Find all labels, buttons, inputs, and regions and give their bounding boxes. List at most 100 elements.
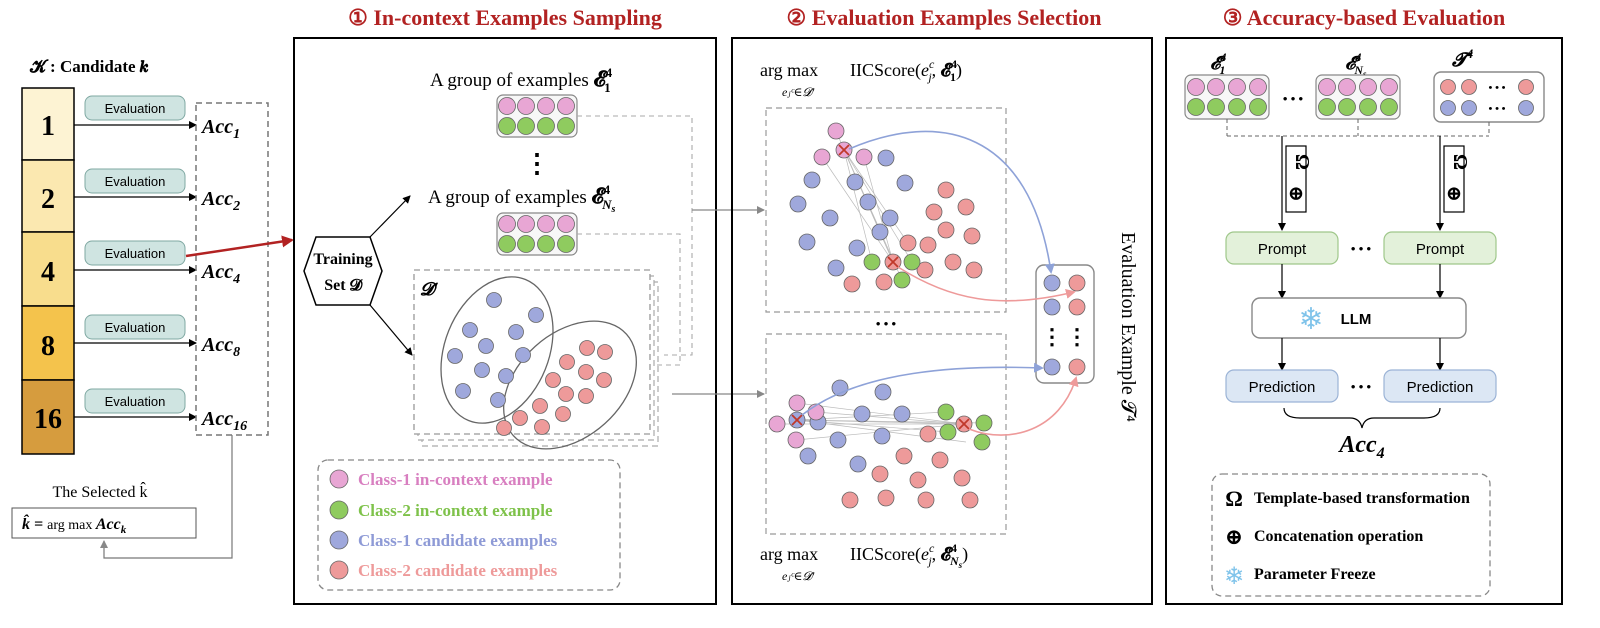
evaluation-example-label: Evaluation Example 𝓣⁴ xyxy=(1117,232,1139,422)
selected-k-caption: The Selected k̂ xyxy=(52,481,147,501)
p3-group-1 xyxy=(1184,74,1270,120)
scatter-bottom-red xyxy=(841,425,979,509)
selected-k-arrow xyxy=(185,235,294,258)
k-value-2: 2 xyxy=(41,184,55,215)
evaluation-pill-1: Evaluation xyxy=(84,95,186,121)
panel1-title: ① In-context Examples Sampling xyxy=(348,5,662,30)
oplus-icon: ⊕ xyxy=(1446,183,1463,205)
prediction-brace xyxy=(1283,407,1441,429)
candidate-k-section: 𝓚 : Candidate 𝒌 1 2 4 8 16 Evaluation Ev… xyxy=(11,57,294,559)
legend-green-dot xyxy=(329,500,349,520)
oplus-icon: ⊕ xyxy=(1288,183,1305,205)
group-vdots: ⋮ xyxy=(524,149,550,178)
legend-class2-candidate: Class-2 candidate examples xyxy=(358,561,558,580)
selected-k-formula: k̂ = arg max Acck xyxy=(22,514,127,536)
select-arrow-red-top xyxy=(897,266,1076,302)
llm-box xyxy=(1251,297,1467,339)
evaluation-pill-label: Evaluation xyxy=(105,320,166,335)
eval-vdots-right: ⋮ xyxy=(1066,324,1088,349)
scatter-top-blue xyxy=(789,149,914,277)
class1-candidates xyxy=(447,292,544,408)
omega-icon: Ω xyxy=(1449,154,1471,170)
llm-label: LLM xyxy=(1341,311,1372,328)
legend-class1-candidate: Class-1 candidate examples xyxy=(358,531,558,550)
acc-16: Acc16 xyxy=(200,408,247,434)
training-set-label-1: Training xyxy=(313,251,372,268)
acc4-result: Acc4 xyxy=(1337,432,1384,462)
prompt-label-left: Prompt xyxy=(1258,241,1307,258)
omega-icon: Ω xyxy=(1291,154,1313,170)
p3-hdots-groups: • • • xyxy=(1283,91,1304,106)
k-cell-16 xyxy=(21,379,75,455)
panel-accuracy-evaluation: ③ Accuracy-based Evaluation 𝓔4 1 𝓔4 Ns 𝓣4 … xyxy=(1165,5,1563,605)
prediction-box-left xyxy=(1225,369,1339,403)
legend-red-dot xyxy=(329,560,349,580)
training-set-hexagon xyxy=(303,236,383,306)
legend-snowflake-text: Parameter Freeze xyxy=(1254,566,1376,583)
p3-t4-dots-bottom: • • • xyxy=(1488,103,1505,115)
argmax-top-sub: eⱼᶜ∈𝓓′ xyxy=(782,85,815,99)
legend-oplus-icon: ⊕ xyxy=(1225,524,1243,549)
evaluation-pill-8: Evaluation xyxy=(84,314,186,340)
iicscore-top: IICScore(ec j, 𝓔4 1) xyxy=(850,57,962,84)
acc-8: Acc8 xyxy=(200,334,240,360)
t4-label: 𝓣4 xyxy=(1451,46,1474,71)
p3-t4-group xyxy=(1433,71,1545,123)
evaluation-pill-2: Evaluation xyxy=(84,168,186,194)
panel2-title: ② Evaluation Examples Selection xyxy=(787,5,1102,30)
legend-class2-incontext: Class-2 in-context example xyxy=(358,501,553,520)
eval-red-1 xyxy=(1068,274,1086,292)
arrow-training-to-dprime xyxy=(369,304,413,356)
prediction-label-left: Prediction xyxy=(1249,379,1316,396)
prompt-label-right: Prompt xyxy=(1416,241,1465,258)
select-arrow-blue-top xyxy=(848,130,1055,274)
scatter-hdots: • • • xyxy=(876,316,897,331)
class2-cluster xyxy=(503,320,637,450)
iicscore-bottom: IICScore(ec j, 𝓔4 Ns) xyxy=(850,541,968,570)
p3-t4-dots-top: • • • xyxy=(1488,82,1505,94)
eval-red-3 xyxy=(1068,358,1086,376)
panel3-frame xyxy=(1165,37,1563,605)
eval-red-2 xyxy=(1068,298,1086,316)
eval-blue-2 xyxy=(1043,298,1061,316)
snowflake-icon: ❄ xyxy=(1298,303,1323,336)
acc-4: Acc4 xyxy=(200,261,240,287)
selected-marks-bottom xyxy=(791,414,970,430)
epsns-label: 𝓔4 Ns xyxy=(1345,50,1367,79)
evaluation-pill-4: Evaluation xyxy=(84,240,186,266)
arrow-training-to-groups xyxy=(369,195,411,238)
evaluation-pill-16: Evaluation xyxy=(84,388,186,414)
eval-vdots-left: ⋮ xyxy=(1041,324,1063,349)
eval-scatter-top xyxy=(765,107,1007,313)
legend-class1-incontext: Class-1 in-context example xyxy=(358,470,553,489)
evaluation-pill-label: Evaluation xyxy=(105,246,166,261)
scatter-bottom-blue xyxy=(799,379,911,473)
group-label-1: A group of examples 𝓔4 1 xyxy=(430,65,613,95)
argmax-bottom: arg max xyxy=(760,544,818,564)
p3-group-ns xyxy=(1315,74,1401,120)
selected-marks-top xyxy=(838,144,899,268)
p3-hdots-prediction: • • • xyxy=(1351,379,1372,394)
panel2-frame xyxy=(731,37,1153,605)
example-group-ns xyxy=(496,212,578,256)
panel-eval-selection: ② Evaluation Examples Selection arg max … xyxy=(731,5,1153,605)
legend-pink-dot xyxy=(329,469,349,489)
selected-k-formula-box xyxy=(11,507,197,539)
argmax-bottom-sub: eⱼᶜ∈𝓓′ xyxy=(782,569,815,583)
connector-group1 xyxy=(577,115,693,356)
eps1-label: 𝓔4 1 xyxy=(1210,50,1226,77)
acc-2: Acc2 xyxy=(200,188,240,214)
eval-scatter-bottom xyxy=(765,333,1007,535)
argmax-top: arg max xyxy=(760,60,818,80)
transform-badge-right: Ω ⊕ xyxy=(1443,145,1471,213)
dprime-label: 𝓓′ xyxy=(420,279,439,299)
k-value-4: 4 xyxy=(41,257,55,288)
legend-omega-icon: Ω xyxy=(1225,486,1243,511)
select-arrow-red-bottom xyxy=(968,376,1079,436)
panel3-legend xyxy=(1211,473,1491,597)
eval-blue-3 xyxy=(1043,358,1061,376)
evaluation-pill-label: Evaluation xyxy=(105,394,166,409)
prediction-label-right: Prediction xyxy=(1407,379,1474,396)
acc-1: Acc1 xyxy=(200,116,240,142)
